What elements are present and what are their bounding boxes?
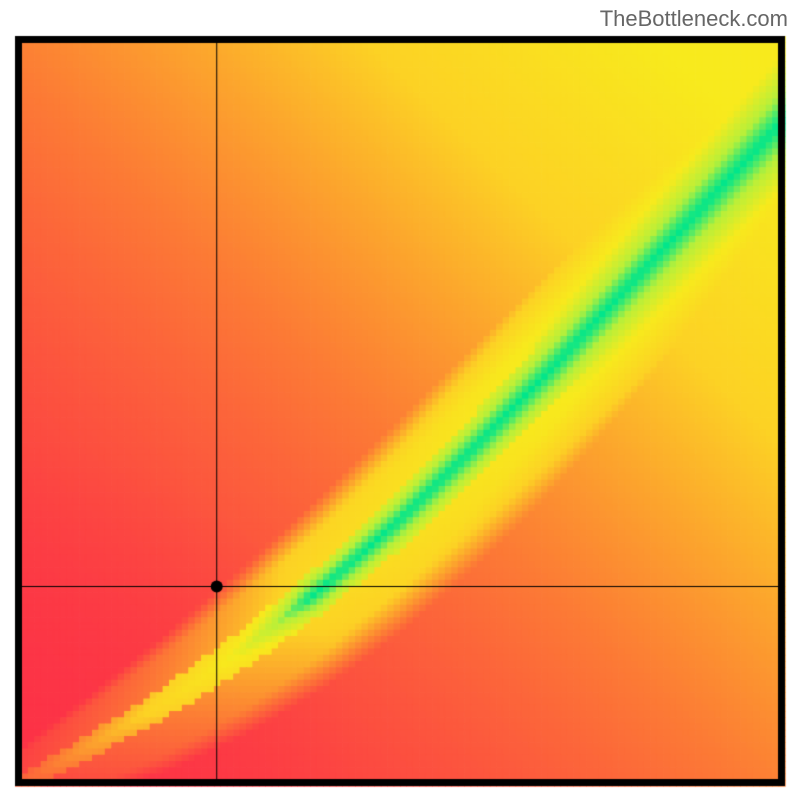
- watermark-text: TheBottleneck.com: [600, 6, 788, 32]
- heatmap-plot: [0, 0, 800, 800]
- chart-container: TheBottleneck.com: [0, 0, 800, 800]
- heatmap-canvas: [0, 0, 800, 800]
